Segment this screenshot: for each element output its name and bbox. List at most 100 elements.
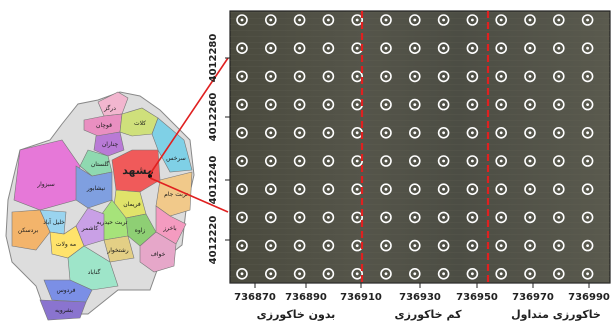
sample-point-center	[413, 75, 417, 78]
sample-point	[581, 70, 594, 83]
sample-point-center	[269, 187, 273, 191]
sample-point	[437, 211, 450, 224]
sample-point-center	[298, 216, 301, 219]
city-marker	[148, 174, 152, 178]
x-tick-label: 736870	[234, 292, 276, 303]
sample-point	[466, 98, 479, 111]
region-label-sarakhs: سرخس	[166, 155, 186, 162]
sample-point-center	[327, 244, 330, 248]
sample-point	[581, 155, 594, 167]
region-label-chenaran: چناران	[102, 141, 119, 148]
sample-point-center	[442, 159, 445, 163]
connector-line-top	[149, 57, 229, 175]
sample-point-center	[240, 75, 244, 78]
sample-point-center	[269, 103, 273, 106]
sample-point	[495, 127, 508, 139]
sample-point	[524, 155, 536, 167]
sample-point-center	[298, 244, 301, 248]
sample-point-center	[269, 216, 273, 219]
sample-point-center	[413, 159, 417, 163]
sample-point-center	[413, 18, 417, 22]
sample-point-center	[442, 46, 445, 50]
sample-point-center	[499, 131, 503, 135]
region-label-golestan: گلستان	[91, 160, 109, 168]
sample-point	[552, 98, 565, 111]
sample-point-center	[471, 272, 474, 276]
sample-point-center	[384, 216, 388, 219]
region-label-bakharz: باخرز	[162, 225, 177, 232]
sample-point-center	[327, 46, 330, 50]
sample-point	[552, 70, 565, 83]
sample-point-center	[355, 216, 359, 219]
sample-point-center	[586, 18, 589, 22]
sample-point	[495, 70, 508, 83]
sample-point	[264, 98, 277, 111]
sample-point-center	[240, 18, 244, 22]
sample-point-center	[413, 46, 417, 50]
region-label-roshtkhar: رشتخوار	[106, 247, 128, 254]
sample-point	[408, 267, 421, 280]
sample-point	[524, 239, 536, 252]
sample-point-center	[240, 159, 244, 163]
sample-point-center	[384, 272, 388, 276]
sample-point-center	[586, 46, 589, 50]
sample-point-center	[384, 159, 388, 163]
sample-point	[351, 70, 364, 83]
sample-point-center	[355, 75, 359, 78]
sample-point-center	[586, 272, 589, 276]
region-label-khaf: خواف	[151, 251, 166, 258]
sample-point-center	[442, 272, 445, 276]
sample-point-center	[240, 244, 244, 248]
sample-point-grid	[236, 14, 594, 280]
sample-point-center	[557, 103, 561, 106]
sample-point	[264, 42, 277, 55]
sample-point	[236, 183, 248, 195]
y-tick-label: 4012260	[208, 93, 219, 142]
sample-point-center	[240, 103, 244, 106]
axis-tick-marks	[225, 57, 590, 288]
sample-point-center	[528, 159, 532, 163]
sample-point	[524, 70, 536, 83]
region-kashmar	[75, 207, 105, 247]
sample-point	[437, 98, 450, 111]
sample-point-center	[327, 18, 330, 22]
zone-label-no-tillage: بدون خاکورزی	[257, 308, 336, 321]
sample-point	[524, 183, 536, 195]
sample-point	[552, 267, 565, 280]
sample-point-center	[298, 272, 301, 276]
sample-point-center	[298, 18, 301, 22]
sample-point	[322, 70, 335, 83]
sample-point-center	[240, 131, 244, 135]
sample-point	[380, 183, 392, 195]
sample-point-center	[442, 75, 445, 78]
sample-point-center	[413, 131, 417, 135]
sample-point	[437, 267, 450, 280]
sample-point-center	[557, 75, 561, 78]
sample-point-center	[413, 216, 417, 219]
sample-point-center	[528, 187, 532, 191]
province-map: درگز قوچان چناران کلات سرخس گلستان سبزوا…	[5, 91, 195, 321]
field-texture	[230, 11, 610, 283]
region-label-dargaz: درگز	[103, 104, 116, 112]
sample-point-center	[384, 75, 388, 78]
sample-point	[552, 183, 565, 195]
field-map: 4012280 4012260 4012240 4012220 736870 7…	[208, 10, 611, 321]
sample-point	[408, 98, 421, 111]
sample-point	[351, 211, 364, 224]
sample-point	[552, 211, 565, 224]
sample-point	[437, 42, 450, 55]
region-boshruyeh	[39, 299, 87, 321]
sample-point	[466, 239, 479, 252]
sample-point-center	[557, 244, 561, 248]
sample-point-center	[442, 103, 445, 106]
sample-point-center	[442, 216, 445, 219]
sample-point	[264, 127, 277, 139]
zone-label-reduced-tillage: کم خاکورزی	[395, 308, 463, 321]
sample-point	[293, 183, 306, 195]
sample-point	[380, 267, 392, 280]
sample-point	[236, 70, 248, 83]
sample-point-center	[413, 187, 417, 191]
sample-point-center	[327, 272, 330, 276]
sample-point-center	[471, 216, 474, 219]
sample-point	[293, 155, 306, 167]
